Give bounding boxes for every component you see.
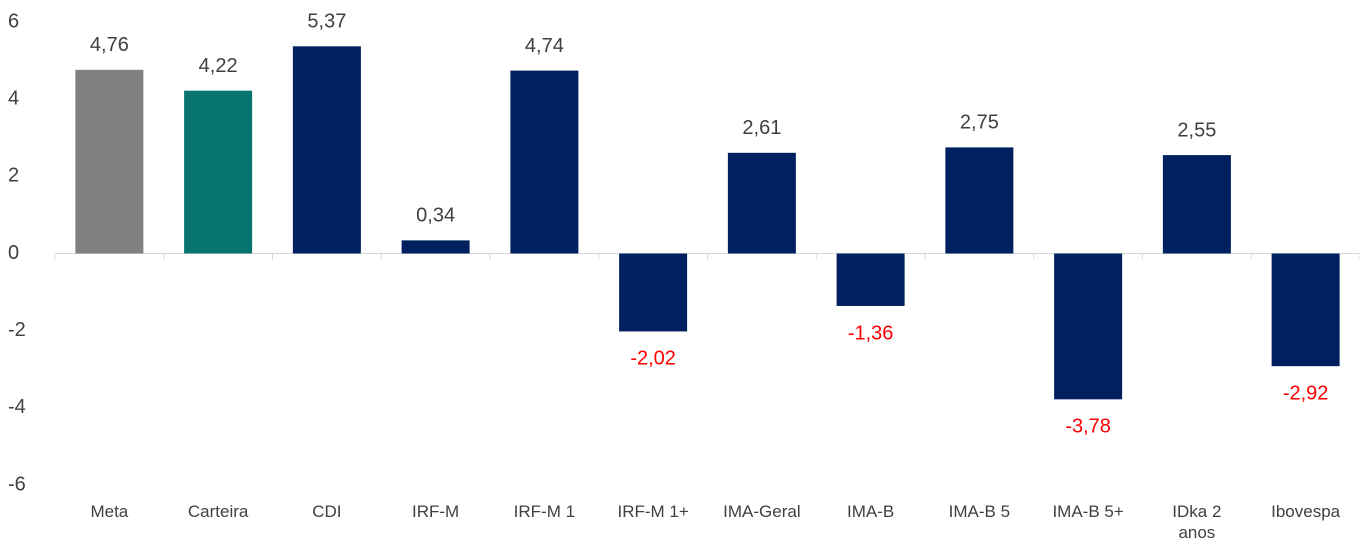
x-tick-label: IDka 2 anos xyxy=(1172,502,1222,542)
x-tick-label: Carteira xyxy=(187,502,249,521)
bar xyxy=(401,240,470,254)
bar xyxy=(945,147,1014,254)
bar xyxy=(184,90,253,254)
value-label: 2,61 xyxy=(742,117,781,139)
y-tick-label: 2 xyxy=(8,165,19,187)
x-tick-label: IMA-B 5+ xyxy=(1052,502,1124,521)
x-tick-label: Meta xyxy=(90,502,129,521)
x-tick-label: IRF-M 1+ xyxy=(617,502,689,521)
y-tick-label: 6 xyxy=(8,10,19,32)
value-label: 4,22 xyxy=(199,55,238,77)
y-tick-label: -2 xyxy=(8,319,26,341)
bar xyxy=(619,253,688,332)
x-tick-label: IMA-Geral xyxy=(723,502,801,521)
y-tick-label: 0 xyxy=(8,242,19,264)
x-tick-label: IMA-B xyxy=(847,502,895,521)
x-tick-label: Ibovespa xyxy=(1271,502,1341,521)
value-label: 4,74 xyxy=(525,35,564,57)
bar xyxy=(75,69,144,254)
value-label: -1,36 xyxy=(848,322,894,344)
bar xyxy=(292,46,361,254)
bar xyxy=(510,70,579,254)
bar xyxy=(1162,155,1231,254)
value-label: 2,75 xyxy=(960,112,999,134)
value-label: 2,55 xyxy=(1177,119,1216,141)
y-tick-label: -4 xyxy=(8,396,26,418)
value-label: -3,78 xyxy=(1065,416,1111,438)
value-label: 5,37 xyxy=(307,11,346,33)
value-label: 0,34 xyxy=(416,205,455,227)
y-tick-label: -6 xyxy=(8,473,26,495)
value-label: -2,92 xyxy=(1283,382,1329,404)
bar xyxy=(1054,253,1123,400)
y-tick-label: 4 xyxy=(8,87,19,109)
bar xyxy=(1271,253,1340,367)
bar xyxy=(727,152,796,254)
value-label: 4,76 xyxy=(90,34,129,56)
x-tick-label: IRF-M 1 xyxy=(513,502,576,521)
x-tick-label: IRF-M xyxy=(412,502,460,521)
x-tick-label: CDI xyxy=(312,502,342,521)
bar xyxy=(836,253,905,306)
x-tick-label: IMA-B 5 xyxy=(948,502,1011,521)
value-label: -2,02 xyxy=(630,348,676,370)
